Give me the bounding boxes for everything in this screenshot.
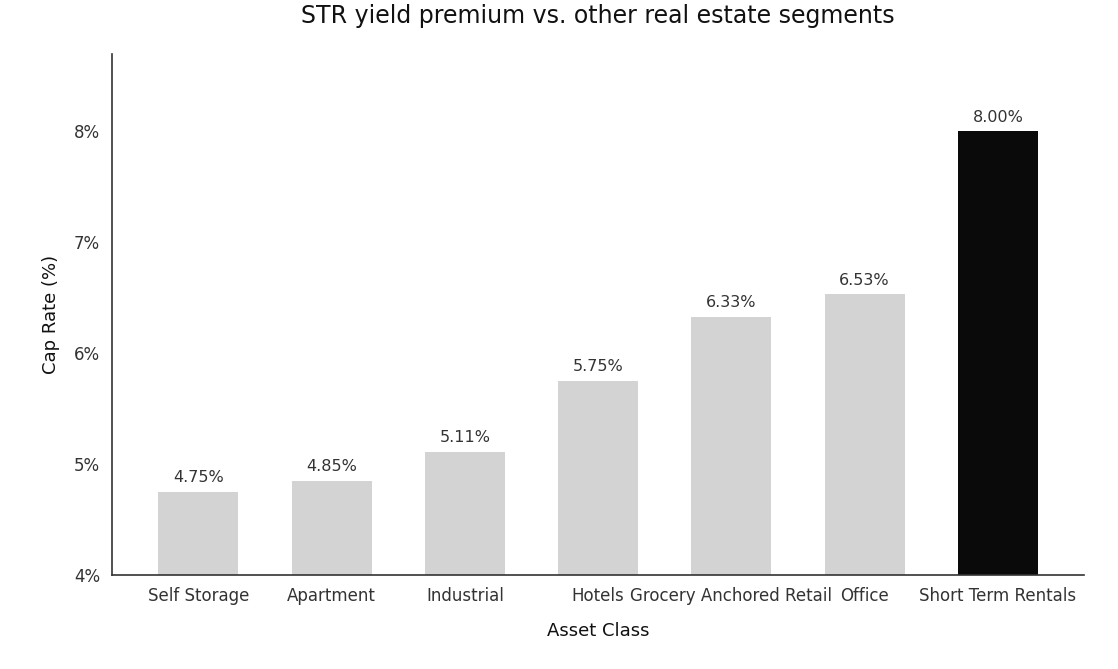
- Text: 6.53%: 6.53%: [840, 273, 890, 288]
- Text: 5.75%: 5.75%: [572, 359, 624, 375]
- Text: 5.11%: 5.11%: [439, 430, 491, 446]
- Text: 4.85%: 4.85%: [306, 460, 357, 474]
- X-axis label: Asset Class: Asset Class: [547, 622, 650, 640]
- Text: 4.75%: 4.75%: [173, 470, 224, 486]
- Bar: [558, 381, 638, 575]
- Bar: [425, 452, 505, 575]
- Title: STR yield premium vs. other real estate segments: STR yield premium vs. other real estate …: [302, 4, 894, 28]
- Text: 8.00%: 8.00%: [973, 110, 1023, 124]
- Text: 6.33%: 6.33%: [707, 295, 757, 310]
- Bar: [958, 131, 1038, 575]
- Bar: [825, 294, 904, 575]
- Bar: [691, 316, 771, 575]
- Y-axis label: Cap Rate (%): Cap Rate (%): [42, 255, 60, 374]
- Bar: [292, 481, 371, 575]
- Bar: [159, 492, 238, 575]
